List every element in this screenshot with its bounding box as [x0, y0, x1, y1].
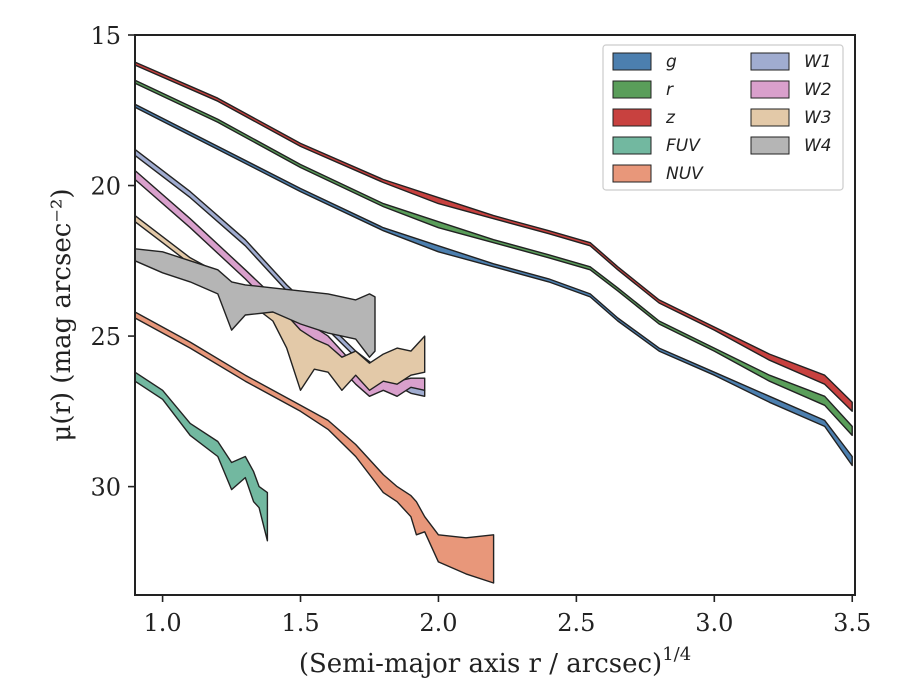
legend-swatch-g	[612, 52, 652, 71]
y-tick-label: 25	[90, 323, 121, 351]
plot-frame	[134, 34, 856, 596]
x-tick-label: 1.5	[281, 609, 319, 637]
ticks: 1.0 1.5 2.0 2.5 3.0 3.5 15 20 25 30	[90, 22, 871, 637]
y-tick-label: 20	[90, 173, 121, 201]
x-tick-label: 2.5	[557, 609, 595, 637]
legend-label-w4: W4	[804, 136, 832, 156]
band-g	[134, 103, 853, 467]
band-w1	[134, 148, 426, 397]
legend-swatch-w2	[750, 80, 790, 99]
legend-label-w2: W2	[804, 80, 832, 100]
legend-label-nuv: NUV	[666, 164, 704, 184]
band-r	[134, 79, 853, 437]
y-axis-label: μ(r) (mag arcsec⁻²)	[47, 188, 77, 441]
legend-label-r: r	[666, 80, 674, 100]
legend-label-z: z	[665, 108, 676, 128]
series-layer	[134, 61, 853, 584]
y-tick-label: 15	[90, 22, 121, 50]
legend-label-fuv: FUV	[666, 136, 701, 156]
x-tick-label: 2.0	[419, 609, 457, 637]
legend-swatch-w3	[750, 108, 790, 127]
legend-label-w1: W1	[804, 52, 832, 72]
x-tick-label: 3.5	[833, 609, 871, 637]
band-fuv	[134, 371, 269, 542]
x-axis-label: (Semi-major axis r / arcsec)1/4	[299, 644, 691, 679]
legend-swatch-nuv	[612, 164, 652, 183]
x-tick-label: 1.0	[144, 609, 182, 637]
band-nuv	[134, 311, 495, 584]
x-tick-label: 3.0	[695, 609, 733, 637]
legend-swatch-fuv	[612, 136, 652, 155]
axes	[134, 34, 856, 596]
legend: grz FUV NUV W1 W2 W3 W4	[602, 44, 844, 191]
band-z	[134, 61, 853, 412]
legend-label-g: g	[666, 52, 677, 72]
legend-swatch-w1	[750, 52, 790, 71]
legend-swatch-r	[612, 80, 652, 99]
y-tick-label: 30	[90, 474, 121, 502]
legend-swatch-z	[612, 108, 652, 127]
legend-swatch-w4	[750, 136, 790, 155]
band-w4	[134, 248, 376, 358]
legend-label-w3: W3	[804, 108, 832, 128]
